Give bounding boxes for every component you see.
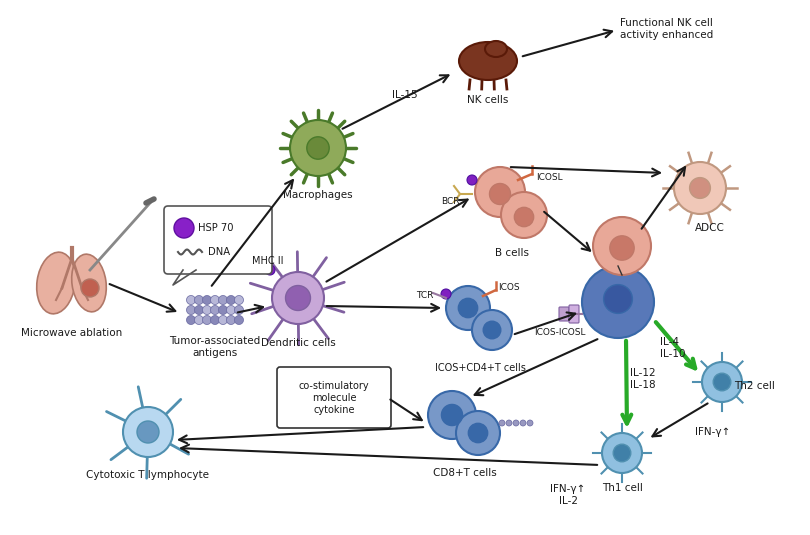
Circle shape: [285, 286, 310, 310]
Circle shape: [441, 404, 463, 425]
Circle shape: [513, 420, 519, 426]
Circle shape: [211, 295, 220, 304]
Circle shape: [202, 316, 211, 325]
Circle shape: [458, 299, 478, 318]
Circle shape: [81, 279, 99, 297]
Circle shape: [501, 192, 547, 238]
Circle shape: [499, 420, 505, 426]
Circle shape: [202, 305, 211, 315]
Text: Functional NK cell
activity enhanced: Functional NK cell activity enhanced: [620, 18, 714, 40]
Ellipse shape: [36, 252, 75, 314]
Circle shape: [174, 218, 194, 238]
Circle shape: [235, 295, 244, 304]
Circle shape: [602, 433, 642, 473]
Text: NK cells: NK cells: [467, 95, 509, 105]
Text: ADCC: ADCC: [695, 223, 725, 233]
FancyBboxPatch shape: [164, 206, 272, 274]
Circle shape: [235, 305, 244, 315]
Circle shape: [475, 167, 525, 217]
Text: co-stimulatory
molecule
cytokine: co-stimulatory molecule cytokine: [299, 381, 369, 415]
Text: Macrophages: Macrophages: [284, 190, 353, 200]
Text: HSP 70: HSP 70: [198, 223, 233, 233]
Circle shape: [441, 289, 451, 299]
Text: Th1 cell: Th1 cell: [602, 483, 642, 493]
Text: Th2 cell: Th2 cell: [734, 381, 775, 391]
Circle shape: [227, 305, 236, 315]
Circle shape: [290, 120, 346, 176]
Circle shape: [211, 305, 220, 315]
Circle shape: [520, 420, 526, 426]
Circle shape: [137, 421, 159, 443]
Circle shape: [194, 305, 203, 315]
Text: CD8+T cells: CD8+T cells: [433, 468, 497, 478]
Circle shape: [527, 420, 533, 426]
Text: DNA: DNA: [208, 247, 230, 257]
Text: Tumor-associated
antigens: Tumor-associated antigens: [169, 336, 261, 357]
Circle shape: [467, 175, 477, 185]
FancyBboxPatch shape: [559, 307, 569, 321]
Circle shape: [272, 272, 324, 324]
Circle shape: [582, 266, 654, 338]
Circle shape: [514, 208, 534, 227]
FancyBboxPatch shape: [277, 367, 391, 428]
Circle shape: [689, 178, 710, 198]
Circle shape: [194, 295, 203, 304]
Circle shape: [484, 321, 501, 339]
Ellipse shape: [459, 42, 517, 80]
Text: ICOS+CD4+T cells: ICOS+CD4+T cells: [434, 363, 526, 373]
Circle shape: [307, 137, 329, 159]
Polygon shape: [173, 270, 196, 285]
Text: ICOS-ICOSL: ICOS-ICOSL: [535, 328, 586, 337]
Text: IL-15: IL-15: [392, 90, 418, 100]
Circle shape: [123, 407, 173, 457]
Circle shape: [489, 184, 510, 204]
Text: IFN-γ↑: IFN-γ↑: [695, 427, 731, 437]
Circle shape: [472, 310, 512, 350]
Circle shape: [219, 316, 228, 325]
Text: Cytotoxic T lymphocyte: Cytotoxic T lymphocyte: [87, 470, 210, 480]
Ellipse shape: [72, 254, 106, 312]
Circle shape: [603, 285, 633, 314]
Circle shape: [186, 295, 195, 304]
Circle shape: [219, 295, 228, 304]
Ellipse shape: [485, 41, 507, 57]
Circle shape: [613, 444, 631, 462]
Circle shape: [713, 373, 731, 391]
Text: B cells: B cells: [495, 248, 529, 258]
Text: ICOS: ICOS: [498, 284, 520, 293]
Circle shape: [186, 305, 195, 315]
Text: TCR: TCR: [416, 291, 433, 300]
Text: IL-4
IL-10: IL-4 IL-10: [660, 337, 685, 359]
Text: MHC II: MHC II: [252, 256, 284, 266]
Circle shape: [227, 316, 236, 325]
Circle shape: [428, 391, 476, 439]
Circle shape: [446, 286, 490, 330]
Text: BCR: BCR: [441, 197, 460, 206]
Circle shape: [702, 362, 742, 402]
Circle shape: [202, 295, 211, 304]
Circle shape: [211, 316, 220, 325]
Text: IL-12
IL-18: IL-12 IL-18: [630, 368, 655, 389]
Circle shape: [186, 316, 195, 325]
Circle shape: [456, 411, 500, 455]
Text: ICOSL: ICOSL: [536, 172, 563, 181]
Circle shape: [235, 316, 244, 325]
Circle shape: [219, 305, 228, 315]
Text: Dendritic cells: Dendritic cells: [261, 338, 335, 348]
Circle shape: [265, 265, 275, 275]
Circle shape: [227, 295, 236, 304]
Circle shape: [194, 316, 203, 325]
Circle shape: [674, 162, 726, 214]
FancyBboxPatch shape: [569, 305, 579, 323]
Text: Microwave ablation: Microwave ablation: [21, 328, 122, 338]
Text: IFN-γ↑
IL-2: IFN-γ↑ IL-2: [550, 484, 586, 506]
Circle shape: [593, 217, 651, 275]
Circle shape: [506, 420, 512, 426]
Circle shape: [468, 423, 488, 442]
Circle shape: [610, 236, 634, 260]
